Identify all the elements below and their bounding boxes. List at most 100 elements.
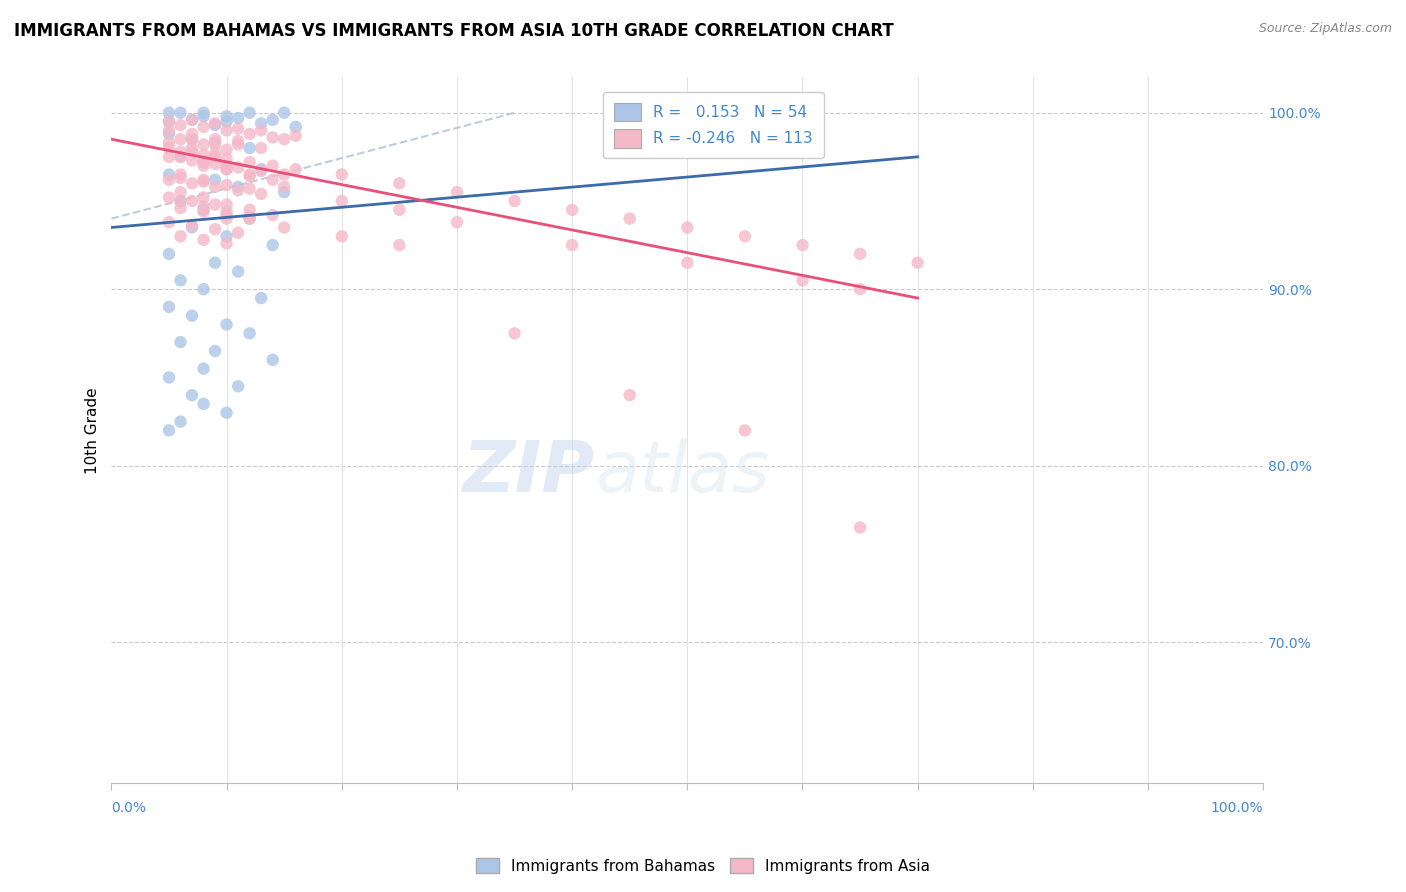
Point bbox=[226, 264, 249, 278]
Point bbox=[169, 335, 191, 350]
Point bbox=[676, 220, 699, 235]
Point bbox=[330, 194, 353, 208]
Point bbox=[388, 238, 411, 252]
Point bbox=[849, 520, 872, 534]
Point bbox=[250, 291, 273, 305]
Point bbox=[849, 247, 872, 261]
Point bbox=[181, 309, 204, 323]
Point bbox=[273, 168, 295, 182]
Point bbox=[193, 190, 215, 204]
Point bbox=[239, 168, 262, 182]
Point bbox=[273, 105, 295, 120]
Point bbox=[181, 132, 204, 146]
Point bbox=[204, 197, 226, 211]
Point bbox=[204, 146, 226, 161]
Point bbox=[204, 343, 226, 358]
Point bbox=[215, 161, 238, 175]
Point bbox=[226, 134, 249, 148]
Point bbox=[169, 118, 191, 132]
Point bbox=[226, 161, 249, 175]
Point bbox=[250, 123, 273, 137]
Point bbox=[193, 199, 215, 213]
Point bbox=[193, 155, 215, 169]
Point bbox=[250, 116, 273, 130]
Point bbox=[226, 111, 249, 125]
Point bbox=[250, 186, 273, 201]
Point bbox=[181, 153, 204, 168]
Point bbox=[204, 116, 226, 130]
Point bbox=[204, 173, 226, 187]
Point bbox=[215, 229, 238, 244]
Point bbox=[215, 211, 238, 226]
Point bbox=[239, 210, 262, 224]
Point bbox=[169, 185, 191, 199]
Point bbox=[215, 152, 238, 166]
Point bbox=[204, 222, 226, 236]
Point bbox=[215, 318, 238, 332]
Point bbox=[169, 273, 191, 287]
Point bbox=[157, 215, 180, 229]
Point bbox=[239, 211, 262, 226]
Point bbox=[204, 137, 226, 152]
Point bbox=[157, 123, 180, 137]
Point bbox=[169, 150, 191, 164]
Point bbox=[157, 247, 180, 261]
Point bbox=[169, 194, 191, 208]
Point bbox=[226, 379, 249, 393]
Point bbox=[239, 127, 262, 141]
Point bbox=[169, 201, 191, 215]
Point bbox=[204, 179, 226, 194]
Point bbox=[169, 168, 191, 182]
Text: IMMIGRANTS FROM BAHAMAS VS IMMIGRANTS FROM ASIA 10TH GRADE CORRELATION CHART: IMMIGRANTS FROM BAHAMAS VS IMMIGRANTS FR… bbox=[14, 22, 894, 40]
Text: Source: ZipAtlas.com: Source: ZipAtlas.com bbox=[1258, 22, 1392, 36]
Point bbox=[273, 220, 295, 235]
Point bbox=[284, 120, 307, 134]
Point bbox=[619, 388, 641, 402]
Point bbox=[262, 238, 284, 252]
Point bbox=[226, 226, 249, 240]
Point bbox=[239, 211, 262, 226]
Point bbox=[262, 130, 284, 145]
Point bbox=[215, 109, 238, 123]
Point bbox=[503, 194, 526, 208]
Point bbox=[169, 150, 191, 164]
Point bbox=[193, 233, 215, 247]
Point bbox=[273, 179, 295, 194]
Point bbox=[181, 388, 204, 402]
Point bbox=[734, 229, 756, 244]
Text: 0.0%: 0.0% bbox=[111, 801, 146, 815]
Point bbox=[262, 173, 284, 187]
Point bbox=[157, 136, 180, 150]
Point bbox=[204, 132, 226, 146]
Point bbox=[239, 141, 262, 155]
Point bbox=[215, 162, 238, 177]
Point bbox=[204, 118, 226, 132]
Point bbox=[388, 177, 411, 191]
Point bbox=[204, 256, 226, 270]
Point bbox=[215, 204, 238, 219]
Point bbox=[157, 424, 180, 438]
Point bbox=[181, 132, 204, 146]
Point bbox=[181, 145, 204, 159]
Point bbox=[273, 185, 295, 199]
Legend: Immigrants from Bahamas, Immigrants from Asia: Immigrants from Bahamas, Immigrants from… bbox=[470, 852, 936, 880]
Point bbox=[157, 190, 180, 204]
Point bbox=[239, 202, 262, 217]
Point bbox=[215, 208, 238, 222]
Point bbox=[181, 127, 204, 141]
Point bbox=[226, 183, 249, 197]
Point bbox=[193, 361, 215, 376]
Point bbox=[169, 415, 191, 429]
Point bbox=[157, 105, 180, 120]
Point bbox=[215, 236, 238, 251]
Point bbox=[215, 197, 238, 211]
Point bbox=[181, 177, 204, 191]
Point bbox=[792, 273, 814, 287]
Point bbox=[907, 256, 929, 270]
Point bbox=[181, 194, 204, 208]
Point bbox=[157, 150, 180, 164]
Point bbox=[284, 162, 307, 177]
Point bbox=[193, 148, 215, 162]
Point bbox=[446, 185, 468, 199]
Point bbox=[169, 171, 191, 186]
